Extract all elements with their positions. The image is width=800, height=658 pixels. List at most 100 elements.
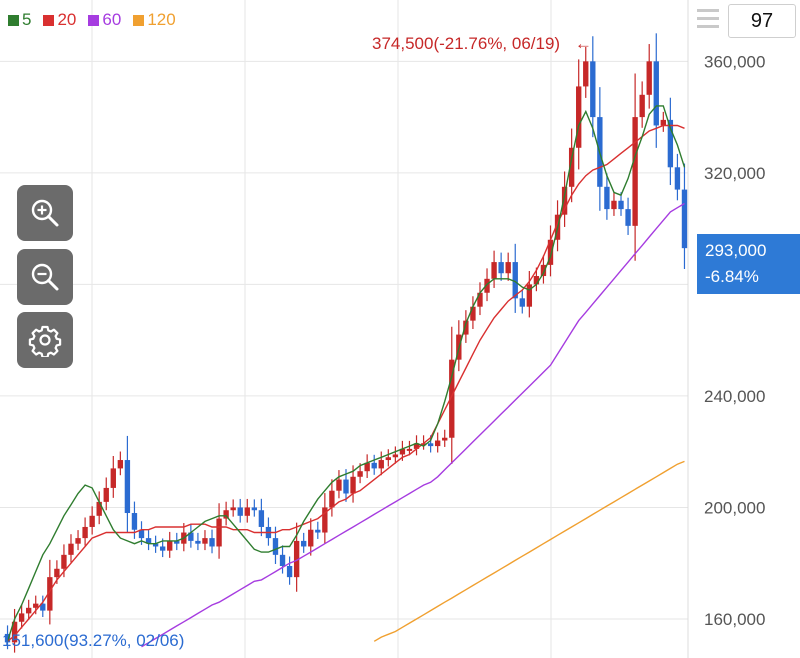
- legend-label: 20: [57, 10, 77, 29]
- candle-body: [667, 119, 674, 168]
- candle-body: [420, 443, 427, 446]
- candle-body: [378, 460, 384, 469]
- candle-body: [230, 507, 236, 511]
- candle-body: [646, 61, 652, 95]
- candle-body: [533, 276, 540, 285]
- candle-body: [434, 440, 441, 447]
- candle-body: [96, 501, 102, 516]
- candle-body: [350, 476, 356, 494]
- candle-body: [576, 86, 582, 148]
- candle-body: [223, 510, 229, 519]
- candle-body: [625, 209, 631, 226]
- candle-body: [463, 320, 469, 335]
- legend-swatch: [133, 14, 145, 26]
- candle-body: [364, 462, 370, 472]
- y-tick-label: 240,000: [704, 387, 765, 406]
- candle-body: [103, 487, 109, 502]
- candle-body: [195, 540, 201, 544]
- candle-body: [68, 543, 74, 555]
- zoom-out-button[interactable]: [17, 249, 73, 305]
- candle-body: [152, 543, 159, 547]
- candle-body: [484, 278, 490, 293]
- candle-body: [258, 510, 265, 527]
- arrow-left-icon: ←: [574, 34, 592, 53]
- candle-body: [47, 577, 53, 611]
- ma20-line: [7, 124, 685, 642]
- candle-body: [293, 540, 300, 578]
- candle-body: [618, 200, 624, 210]
- candle-body: [449, 359, 455, 438]
- candle-body: [590, 61, 596, 118]
- candle-body: [286, 565, 293, 578]
- legend-label: 120: [147, 10, 176, 29]
- ma60-line: [141, 202, 685, 648]
- candle-body: [611, 200, 617, 210]
- candle-body: [660, 119, 666, 126]
- candle-body: [54, 568, 60, 578]
- candle-body: [413, 443, 420, 449]
- candle-body: [526, 284, 533, 307]
- candle-body: [505, 262, 511, 274]
- candle-body: [61, 554, 67, 569]
- candle-body: [653, 61, 659, 126]
- price-change-percent: -6.84%: [705, 267, 759, 286]
- candle-body: [110, 468, 116, 488]
- candle-body: [279, 554, 286, 566]
- candle-body: [322, 507, 328, 533]
- zoom-in-icon: [31, 199, 59, 227]
- chart-header-controls: 97: [690, 2, 800, 38]
- candle-body: [674, 167, 681, 190]
- candle-body: [583, 61, 589, 87]
- candle-body: [138, 529, 145, 539]
- candle-body: [406, 448, 413, 451]
- candle-count-input[interactable]: 97: [728, 4, 796, 38]
- candle-body: [639, 94, 645, 118]
- candle-body: [251, 507, 258, 511]
- candle-body: [26, 607, 32, 614]
- low-price-annotation: 151,600(93.27%, 02/06): [2, 631, 184, 651]
- legend-label: 60: [102, 10, 122, 29]
- candle-body: [329, 490, 335, 508]
- candle-body: [4, 633, 11, 643]
- current-price: 293,000: [705, 241, 767, 260]
- candle-body: [237, 507, 243, 516]
- candle-body: [427, 443, 434, 447]
- low-price-label: 151,600(93.27%, 02/06): [2, 631, 185, 650]
- y-tick-label: 320,000: [704, 164, 765, 183]
- legend-swatch: [88, 14, 100, 26]
- legend-swatch: [43, 14, 55, 26]
- candle-body: [308, 529, 314, 547]
- candle-body: [540, 264, 547, 277]
- ma5-line: [6, 105, 686, 642]
- candle-body: [167, 540, 173, 551]
- candle-body: [301, 540, 307, 547]
- legend-item-ma120: 120: [133, 10, 176, 30]
- candle-body: [681, 189, 688, 249]
- candle-body: [491, 262, 497, 279]
- hamburger-icon[interactable]: [697, 9, 719, 33]
- candle-body: [18, 613, 25, 622]
- candle-body: [568, 147, 575, 187]
- candle-body: [343, 479, 349, 494]
- legend-item-ma60: 60: [88, 10, 121, 30]
- current-price-tag: 293,000 -6.84%: [697, 234, 800, 294]
- zoom-in-button[interactable]: [17, 185, 73, 241]
- candle-body: [357, 471, 363, 477]
- candle-body: [75, 538, 81, 544]
- candle-body: [244, 507, 250, 516]
- candle-body: [512, 262, 518, 299]
- candle-body: [470, 306, 476, 321]
- candle-body: [392, 454, 399, 458]
- y-tick-label: 160,000: [704, 610, 765, 629]
- candle-body: [82, 526, 88, 539]
- legend-swatch: [8, 14, 19, 26]
- legend-item-ma20: 20: [43, 10, 76, 30]
- candle-body: [498, 262, 504, 274]
- legend-label: 5: [22, 10, 32, 29]
- high-price-label: 374,500(-21.76%, 06/19): [372, 34, 561, 53]
- settings-button[interactable]: [17, 312, 73, 368]
- candle-body: [336, 479, 342, 491]
- candle-body: [561, 186, 568, 215]
- candle-body: [188, 532, 194, 541]
